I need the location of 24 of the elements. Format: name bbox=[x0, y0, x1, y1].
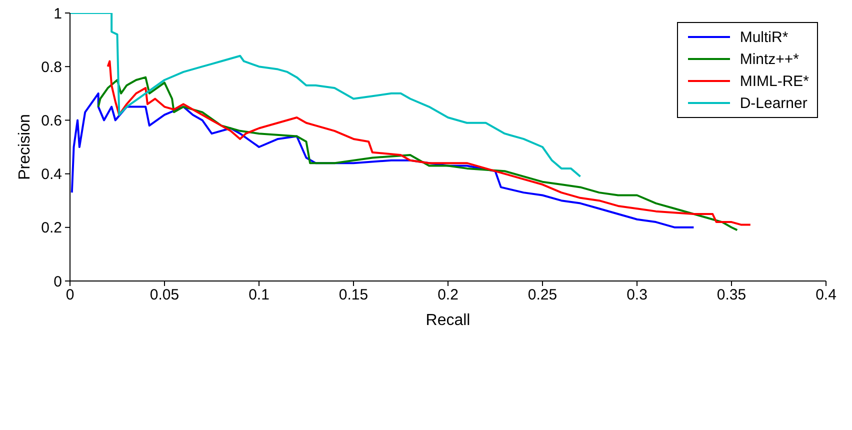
y-axis-title: Precision bbox=[16, 114, 34, 180]
y-tick-label: 0.8 bbox=[41, 58, 62, 76]
legend-label: D-Learner bbox=[740, 94, 808, 112]
line-series bbox=[97, 76, 738, 232]
y-tick-label: 0 bbox=[54, 273, 62, 290]
line-series bbox=[70, 92, 695, 228]
x-tick-label: 0.15 bbox=[338, 286, 368, 304]
legend-label: Mintz++* bbox=[740, 50, 800, 68]
x-tick-label: 0.05 bbox=[150, 286, 180, 304]
line-series bbox=[70, 13, 582, 178]
legend-label: MIML-RE* bbox=[740, 72, 809, 90]
x-tick-label: 0.25 bbox=[528, 286, 558, 304]
x-tick-label: 0.2 bbox=[438, 286, 458, 304]
x-tick-label: 0 bbox=[66, 286, 74, 304]
y-tick-label: 0.4 bbox=[41, 166, 62, 184]
y-tick-label: 0.2 bbox=[41, 220, 62, 237]
legend-label: MultiR* bbox=[740, 28, 788, 46]
y-tick-label: 0.6 bbox=[41, 112, 62, 130]
x-tick-label: 0.4 bbox=[816, 286, 836, 304]
x-axis-title: Recall bbox=[426, 312, 470, 329]
x-tick-label: 0.1 bbox=[248, 286, 270, 304]
x-tick-label: 0.3 bbox=[626, 286, 648, 304]
y-tick-label: 1 bbox=[54, 5, 62, 22]
x-tick-label: 0.35 bbox=[716, 286, 746, 304]
